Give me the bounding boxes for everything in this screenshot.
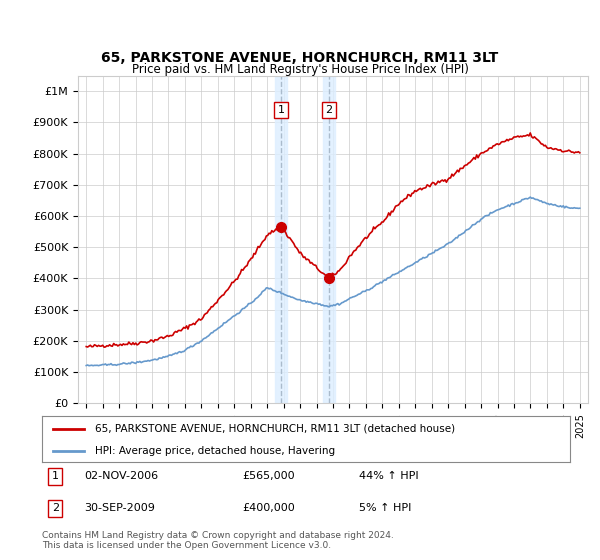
- Text: £400,000: £400,000: [242, 503, 295, 514]
- Text: 5% ↑ HPI: 5% ↑ HPI: [359, 503, 411, 514]
- Bar: [323, 76, 335, 403]
- Text: 2: 2: [325, 105, 332, 115]
- Text: 44% ↑ HPI: 44% ↑ HPI: [359, 472, 418, 482]
- Text: 1: 1: [277, 105, 284, 115]
- Text: 65, PARKSTONE AVENUE, HORNCHURCH, RM11 3LT: 65, PARKSTONE AVENUE, HORNCHURCH, RM11 3…: [101, 51, 499, 65]
- Bar: [275, 76, 287, 403]
- Text: 65, PARKSTONE AVENUE, HORNCHURCH, RM11 3LT (detached house): 65, PARKSTONE AVENUE, HORNCHURCH, RM11 3…: [95, 424, 455, 434]
- Text: Price paid vs. HM Land Registry's House Price Index (HPI): Price paid vs. HM Land Registry's House …: [131, 63, 469, 76]
- Text: Contains HM Land Registry data © Crown copyright and database right 2024.
This d: Contains HM Land Registry data © Crown c…: [42, 531, 394, 550]
- Text: 02-NOV-2006: 02-NOV-2006: [84, 472, 158, 482]
- Text: HPI: Average price, detached house, Havering: HPI: Average price, detached house, Have…: [95, 446, 335, 455]
- Text: 1: 1: [52, 472, 59, 482]
- Text: 30-SEP-2009: 30-SEP-2009: [84, 503, 155, 514]
- Text: 2: 2: [52, 503, 59, 514]
- Text: £565,000: £565,000: [242, 472, 295, 482]
